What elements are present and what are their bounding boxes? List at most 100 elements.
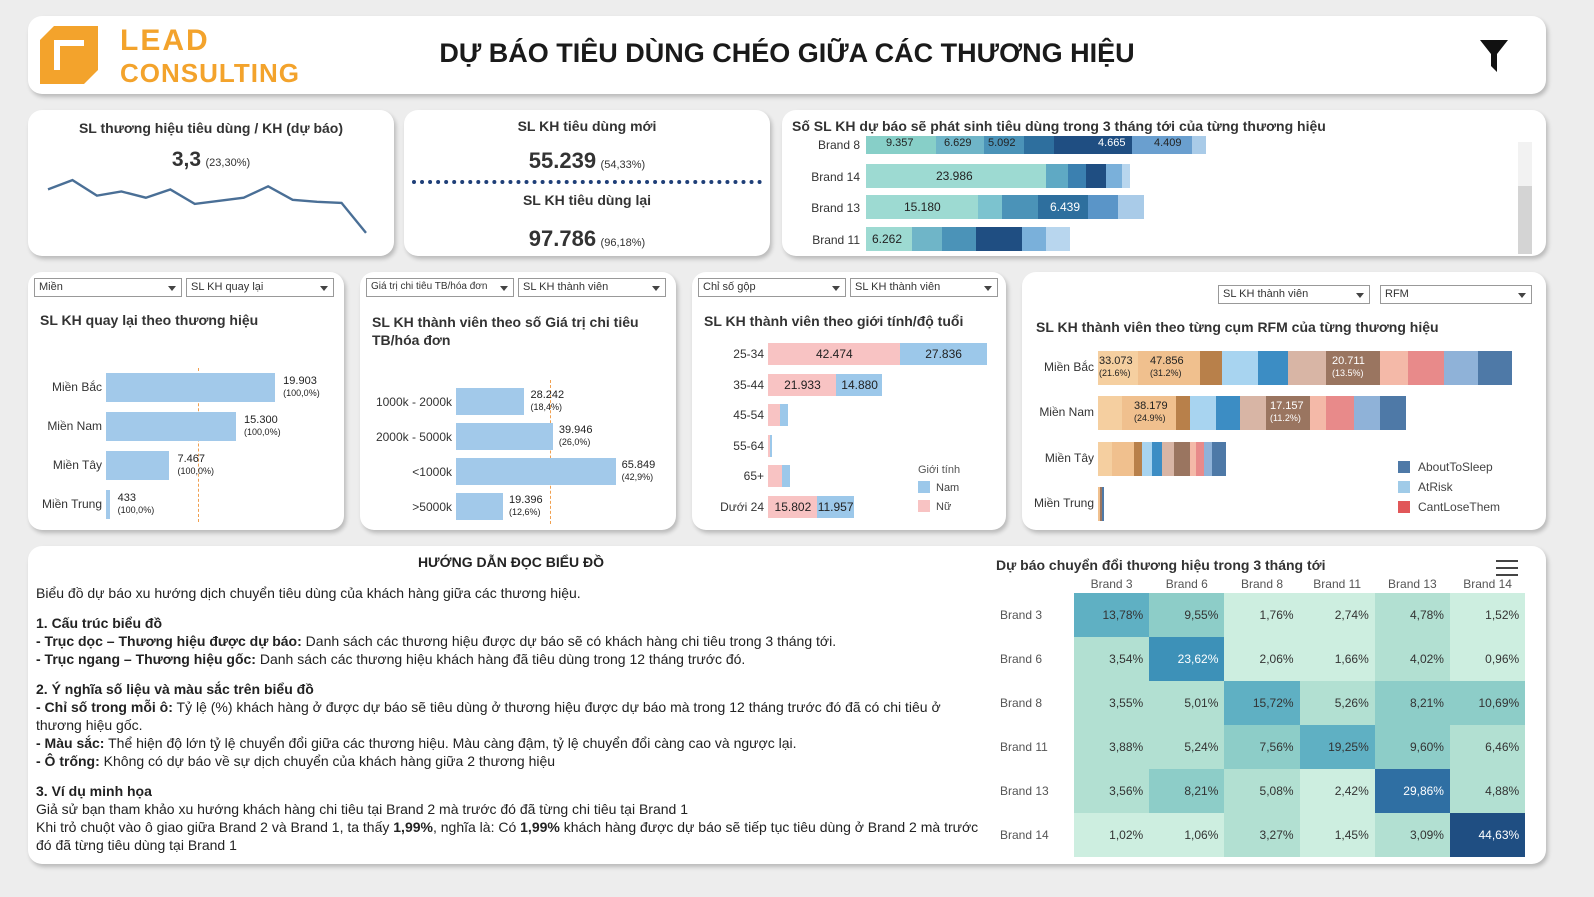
gender-male-value: 14.880: [841, 377, 878, 392]
heatmap-cell[interactable]: 3,54%: [1074, 637, 1150, 681]
heatmap-cell[interactable]: 4,78%: [1374, 593, 1450, 637]
gender-row-label: 55-64: [733, 438, 764, 453]
guide-title: HƯỚNG DẪN ĐỌC BIỂU ĐỒ: [417, 554, 605, 570]
gender-legend-nu[interactable]: Nữ: [918, 500, 998, 513]
guide-section2-item: - Chỉ số trong mỗi ô: Tỷ lệ (%) khách hà…: [36, 698, 986, 734]
heatmap-cell[interactable]: 5,26%: [1299, 681, 1375, 725]
heatmap-row-label: Brand 13: [1000, 784, 1049, 798]
rfm-seg: [1380, 351, 1408, 385]
heatmap-cell[interactable]: 13,78%: [1074, 593, 1150, 637]
rfm-seg: [1478, 351, 1512, 385]
heatmap-cell[interactable]: 2,06%: [1224, 637, 1300, 681]
guide-text: Không có dự báo về sự dịch chuyển của kh…: [99, 753, 556, 769]
heatmap-cell[interactable]: 15,72%: [1224, 681, 1300, 725]
rfm-ann-value: 47.856: [1150, 355, 1184, 367]
legend-swatch: [1398, 461, 1410, 473]
region-filter-select[interactable]: Miền: [34, 278, 182, 297]
value-text: 39.946: [558, 424, 593, 436]
heatmap-cell[interactable]: 1,66%: [1299, 637, 1375, 681]
heatmap-title: Dự báo chuyển đổi thương hiệu trong 3 th…: [996, 557, 1326, 573]
returning-row-label: Miền Nam: [47, 419, 102, 433]
gender-bar-male: [817, 495, 855, 518]
guide-text: Danh sách các thương hiệu được dự báo sẽ…: [301, 633, 837, 649]
heatmap-cell[interactable]: 44,63%: [1450, 813, 1526, 857]
heatmap-cell[interactable]: 2,74%: [1299, 593, 1375, 637]
rfm-legend-item[interactable]: AboutToSleep: [1398, 460, 1500, 480]
heatmap-cell[interactable]: 7,56%: [1224, 725, 1300, 769]
pct-text: (100,0%): [283, 388, 320, 398]
value-text: 65.849: [621, 459, 656, 471]
rfm-annotation: 20.711 (13.5%): [1332, 355, 1365, 379]
kpi-brands-per-customer: SL thương hiệu tiêu dùng / KH (dự báo) 3…: [28, 110, 394, 256]
kpi2-returning-row: 97.786 (96,18%): [404, 226, 770, 252]
kpi2-new-pct: (54,33%): [600, 159, 646, 171]
heatmap-cell[interactable]: 3,55%: [1074, 681, 1150, 725]
legend-label: CantLoseThem: [1418, 500, 1501, 514]
heatmap-cell[interactable]: 23,62%: [1149, 637, 1225, 681]
heatmap-menu-icon[interactable]: [1496, 560, 1518, 576]
heatmap-cell[interactable]: 5,08%: [1224, 769, 1300, 813]
heatmap-cell[interactable]: 0,96%: [1450, 637, 1526, 681]
heatmap-cell[interactable]: 19,25%: [1299, 725, 1375, 769]
rfm-ann-pct: (24.9%): [1134, 413, 1166, 423]
rfm-cluster-select[interactable]: RFM: [1380, 285, 1532, 304]
kpi1-sparkline: [47, 178, 367, 234]
filter-icon[interactable]: [1479, 38, 1509, 74]
heatmap-cell[interactable]: 6,46%: [1450, 725, 1526, 769]
forecast-bar-value: 6.439: [1050, 200, 1081, 214]
spend-measure-select[interactable]: SL KH thành viên: [518, 278, 666, 297]
gender-legend-nam[interactable]: Nam: [918, 481, 998, 494]
rfm-seg: [1162, 442, 1174, 476]
heatmap-cell[interactable]: 3,09%: [1374, 813, 1450, 857]
heatmap-chart: Brand 3 Brand 6 Brand 8 Brand 11 Brand 13 Bra…: [28, 546, 1546, 864]
heatmap-cell[interactable]: 4,88%: [1450, 769, 1526, 813]
gender-bar-male: [836, 373, 883, 396]
rfm-measure-select[interactable]: SL KH thành viên: [1218, 285, 1370, 304]
heatmap-cell[interactable]: 1,06%: [1149, 813, 1225, 857]
spend-filter-select[interactable]: Giá trị chi tiêu TB/hóa đơn: [366, 278, 514, 297]
heatmap-cell[interactable]: 8,21%: [1149, 769, 1225, 813]
heatmap-cell[interactable]: 3,56%: [1074, 769, 1150, 813]
guide-section1-item: - Trục ngang – Thương hiệu gốc: Danh sác…: [36, 650, 986, 668]
heatmap-cell[interactable]: 5,01%: [1149, 681, 1225, 725]
heatmap-cell[interactable]: 1,52%: [1450, 593, 1526, 637]
heatmap-cell[interactable]: 9,55%: [1149, 593, 1225, 637]
measure-filter-select[interactable]: SL KH quay lại: [186, 278, 334, 297]
heatmap-cell[interactable]: 29,86%: [1374, 769, 1450, 813]
heatmap-cell[interactable]: 3,27%: [1224, 813, 1300, 857]
heatmap-cell[interactable]: 1,02%: [1074, 813, 1150, 857]
index-filter-select[interactable]: Chỉ số gộp: [698, 278, 846, 297]
kpi2-title-new: SL KH tiêu dùng mới: [517, 118, 657, 134]
returning-bar-value: 433 (100,0%): [118, 492, 155, 516]
heatmap-cell[interactable]: 3,88%: [1074, 725, 1150, 769]
forecast-row-label: Brand 14: [811, 170, 860, 184]
forecast-scrollbar[interactable]: [1518, 142, 1532, 254]
gender-measure-select[interactable]: SL KH thành viên: [850, 278, 998, 297]
heatmap-cell[interactable]: 9,60%: [1374, 725, 1450, 769]
heatmap-cell[interactable]: 5,24%: [1149, 725, 1225, 769]
rfm-row-label: Miền Tây: [1044, 451, 1094, 465]
gender-female-value: 42.474: [816, 347, 853, 361]
heatmap-cell[interactable]: 1,45%: [1299, 813, 1375, 857]
guide-bold: - Chỉ số trong mỗi ô:: [36, 699, 173, 715]
heatmap-row-label: Brand 14: [1000, 828, 1049, 842]
spend-card: Giá trị chi tiêu TB/hóa đơn SL KH thành …: [360, 272, 676, 530]
reading-guide: HƯỚNG DẪN ĐỌC BIỂU ĐỒ Biểu đồ dự báo xu …: [36, 554, 986, 854]
heatmap-cell[interactable]: 10,69%: [1450, 681, 1526, 725]
gender-title: SL KH thành viên theo giới tính/độ tuổi: [704, 313, 964, 329]
heatmap-cell[interactable]: 2,42%: [1299, 769, 1375, 813]
forecast-bar-value: 4.665: [1098, 137, 1126, 149]
heatmap-cell[interactable]: 8,21%: [1374, 681, 1450, 725]
logo: LEAD CONSULTING: [36, 22, 326, 90]
forecast-scrollbar-thumb[interactable]: [1518, 186, 1532, 254]
heatmap-cell[interactable]: 1,76%: [1224, 593, 1300, 637]
rfm-seg: [1354, 396, 1380, 430]
kpi1-value: 3,3: [171, 148, 202, 171]
forecast-bar-segment: [1068, 164, 1086, 188]
heatmap-cell[interactable]: 4,02%: [1374, 637, 1450, 681]
forecast-bar-segment: [1118, 195, 1144, 219]
rfm-legend-item[interactable]: AtRisk: [1398, 480, 1500, 500]
rfm-legend-item[interactable]: CantLoseThem: [1398, 500, 1500, 520]
returning-bar: [106, 451, 170, 480]
rfm-seg: [1200, 351, 1222, 385]
